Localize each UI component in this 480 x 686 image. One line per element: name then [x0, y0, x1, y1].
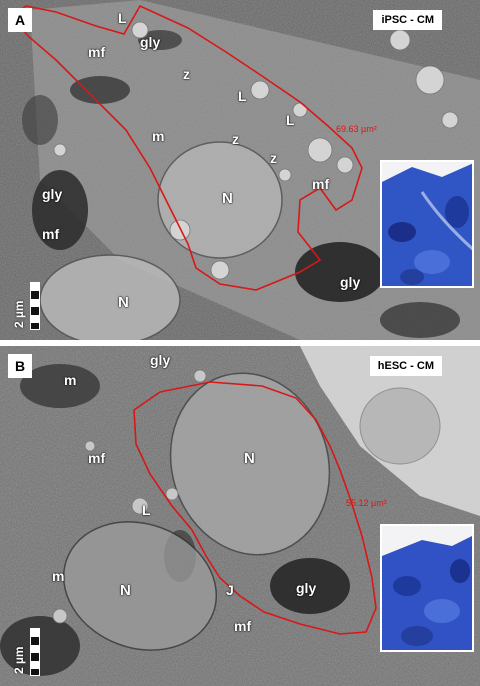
toluidine-inset-a: [380, 160, 474, 288]
toluidine-inset-b: [380, 524, 474, 652]
scale-bar-b: [30, 628, 40, 676]
label-myofibril: mf: [234, 618, 252, 634]
label-nucleus: N: [118, 294, 129, 311]
label-lipid: L: [142, 502, 151, 518]
label-lipid: L: [238, 88, 247, 104]
label-mitochondria: m: [52, 568, 65, 584]
label-glycogen: gly: [42, 186, 63, 202]
label-nucleus: N: [244, 450, 255, 467]
label-myofibril: mf: [88, 450, 106, 466]
label-z-disc: z: [270, 150, 277, 166]
panel-b-title: hESC - CM: [369, 356, 442, 376]
label-myofibril: mf: [312, 176, 330, 192]
label-glycogen: gly: [140, 34, 161, 50]
label-lipid: L: [286, 112, 295, 128]
cell-outline-a: [10, 4, 363, 291]
label-junction: J: [226, 582, 234, 598]
panel-b-badge: B: [8, 354, 32, 378]
scale-bar-a: [30, 282, 40, 330]
scale-label-b: 2 µm: [12, 646, 26, 674]
scale-label-a: 2 µm: [12, 300, 26, 328]
micrograph-panel-a: A iPSC - CM L gly mf z L L m z z gly N m…: [0, 0, 480, 340]
label-nucleus: N: [222, 190, 233, 207]
cell-outline-b: [133, 381, 377, 635]
label-myofibril: mf: [88, 44, 106, 60]
label-z-disc: z: [183, 66, 190, 82]
cell-area-a: 69.63 µm²: [336, 124, 377, 134]
label-lipid: L: [118, 10, 127, 26]
micrograph-panel-b: B hESC - CM m gly N mf L m N J gly mf 55…: [0, 346, 480, 686]
label-nucleus: N: [120, 582, 131, 599]
label-glycogen: gly: [340, 274, 361, 290]
tem-image-b: [0, 346, 480, 686]
label-glycogen: gly: [296, 580, 317, 596]
panel-a-title: iPSC - CM: [373, 10, 442, 30]
cell-area-b: 55.12 µm²: [346, 498, 387, 508]
label-myofibril: mf: [42, 226, 60, 242]
panel-a-badge: A: [8, 8, 32, 32]
label-mitochondria: m: [64, 372, 77, 388]
label-mitochondria: m: [152, 128, 165, 144]
label-glycogen: gly: [150, 352, 171, 368]
label-z-disc: z: [232, 131, 239, 147]
